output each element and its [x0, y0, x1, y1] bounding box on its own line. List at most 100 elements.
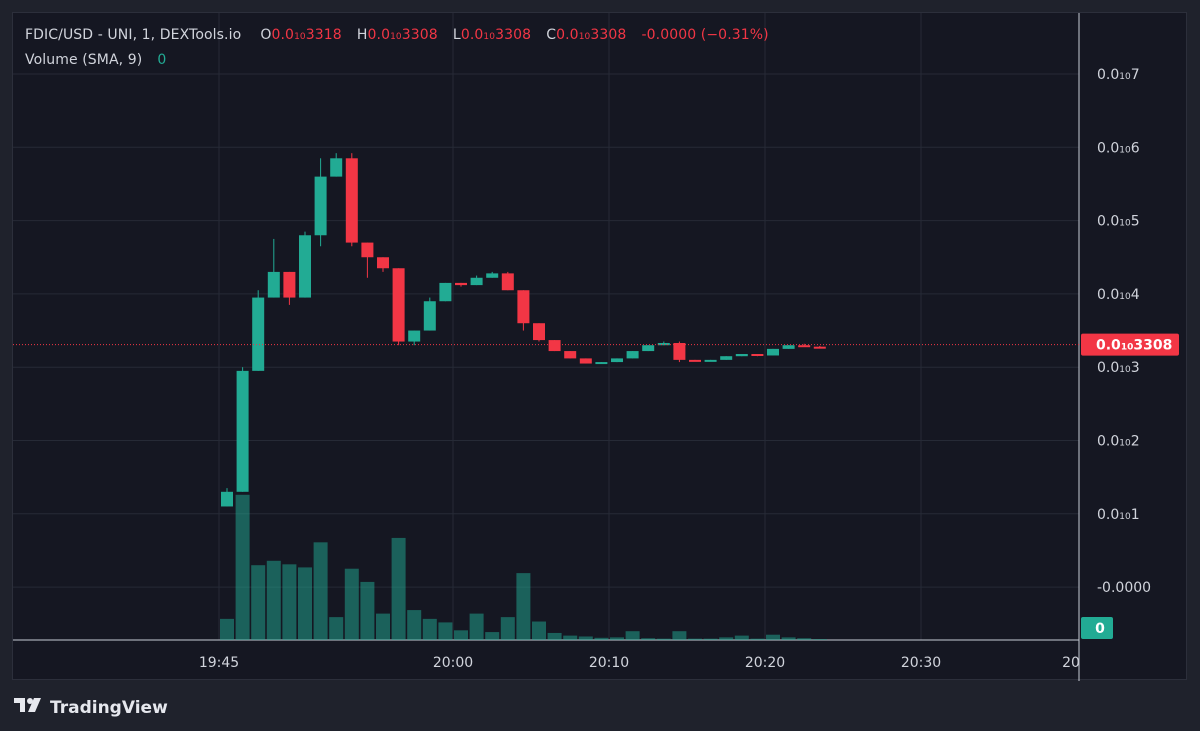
legend-high-label: H: [356, 27, 368, 43]
candle-body: [486, 273, 499, 278]
volume-bar: [610, 637, 624, 640]
candle-body: [595, 362, 608, 365]
tradingview-name: TradingView: [50, 697, 168, 718]
volume-bar: [376, 613, 390, 640]
candle-body: [689, 359, 701, 362]
legend-open-label: O: [260, 27, 272, 43]
volume-bar: [422, 618, 437, 640]
candle-body: [252, 297, 265, 371]
legend-change: -0.0000 (−0.31%): [641, 27, 769, 43]
tradingview-branding[interactable]: TradingView: [14, 696, 168, 719]
candle-body: [501, 273, 514, 291]
candle-body: [813, 346, 826, 349]
candle-body: [299, 235, 311, 298]
volume-bar: [703, 638, 718, 640]
last-price-label: 0.0103308: [1096, 338, 1172, 354]
x-tick-label: 19:45: [199, 655, 239, 671]
legend-close-value: 0.0103308: [556, 27, 627, 43]
volume-bar: [298, 567, 312, 640]
legend-volume: Volume (SMA, 9) 0: [25, 52, 166, 68]
candle-body: [392, 268, 405, 342]
candle-body: [361, 242, 374, 258]
candle-body: [283, 271, 296, 298]
legend-low-label: L: [452, 27, 461, 43]
x-tick-label: 20:20: [745, 655, 785, 671]
candle-body: [314, 176, 327, 236]
chart-frame[interactable]: 0.0107 0.0106 0.0105 0.0104 0.0103 0.0102 0.01…: [12, 12, 1188, 681]
x-tick-label: 20:10: [589, 655, 629, 671]
candle-body: [345, 158, 358, 243]
candle-body: [236, 370, 249, 492]
legend-high-value: 0.0103308: [367, 27, 438, 43]
x-tick-label: 20:30: [901, 655, 941, 671]
candle-body: [564, 351, 577, 359]
volume-bar: [547, 632, 562, 640]
candle-body: [267, 271, 280, 298]
y-tick-label: 0.0105: [1097, 214, 1140, 230]
candle-body: [735, 354, 748, 357]
volume-bar: [235, 494, 250, 640]
tradingview-logo-icon: [14, 696, 44, 719]
volume-bar: [220, 618, 234, 640]
candle-body: [611, 358, 623, 363]
volume-bar: [563, 635, 578, 640]
legend-ohlc: FDIC/USD - UNI, 1, DEXTools.io O0.010331…: [25, 27, 769, 43]
volume-bar: [516, 573, 531, 640]
candle-body: [377, 257, 389, 269]
volume-bar: [656, 638, 671, 640]
volume-bar: [625, 631, 640, 640]
candle-body: [548, 340, 561, 352]
candle-body: [517, 290, 530, 324]
candle-body: [673, 343, 686, 360]
volume-bar: [344, 568, 359, 640]
candle-body: [642, 345, 655, 352]
candle-body: [767, 348, 779, 356]
y-tick-label: -0.0000: [1097, 580, 1151, 596]
volume-bar: [532, 621, 546, 640]
candle-body: [423, 301, 436, 331]
volume-bar: [578, 636, 593, 640]
volume-bar: [485, 632, 500, 640]
candle-body: [408, 330, 421, 342]
volume-bar: [407, 610, 422, 640]
candle-body: [221, 491, 233, 507]
volume-bar: [266, 560, 281, 640]
volume-bar: [251, 565, 266, 640]
volume-bar: [469, 613, 484, 640]
volume-bar: [282, 564, 297, 640]
last-price-badge: [1081, 333, 1179, 356]
legend-open-value: 0.0103318: [271, 27, 342, 43]
y-tick-label: 0.0101: [1097, 507, 1140, 523]
volume-bar: [594, 637, 609, 640]
legend-low-value: 0.0103308: [460, 27, 532, 43]
candle-body: [439, 282, 452, 302]
candle-body: [782, 345, 795, 349]
volume-bar: [781, 637, 796, 640]
volume-bar: [313, 542, 328, 640]
volume-bar: [734, 635, 749, 640]
candle-body: [798, 345, 811, 348]
legend-symbol: FDIC/USD - UNI, 1, DEXTools.io: [25, 27, 242, 43]
y-tick-label: 0.0107: [1097, 67, 1140, 83]
volume-bar: [360, 581, 375, 640]
legend-close-label: C: [546, 27, 557, 43]
candle-body: [751, 354, 764, 357]
volume-bar: [750, 638, 765, 640]
y-tick-label: 0.0103: [1097, 360, 1140, 376]
candle-body: [704, 359, 717, 362]
candlestick-chart[interactable]: 0.0107 0.0106 0.0105 0.0104 0.0103 0.0102 0.01…: [13, 13, 1188, 681]
x-tick-label: 20: [1062, 655, 1080, 671]
volume-bar: [500, 617, 515, 640]
y-tick-label: 0.0102: [1097, 434, 1140, 450]
candle-body: [470, 277, 483, 286]
candle-body: [533, 323, 545, 341]
volume-bar: [391, 537, 406, 640]
legend-volume-label: Volume (SMA, 9): [25, 52, 143, 68]
volume-badge: [1081, 617, 1113, 639]
volume-bar: [688, 638, 702, 640]
legend-volume-value: 0: [157, 52, 167, 68]
volume-bar: [812, 639, 827, 640]
volume-bar: [454, 630, 468, 640]
volume-bar: [797, 638, 812, 640]
x-tick-label: 20:00: [433, 655, 473, 671]
